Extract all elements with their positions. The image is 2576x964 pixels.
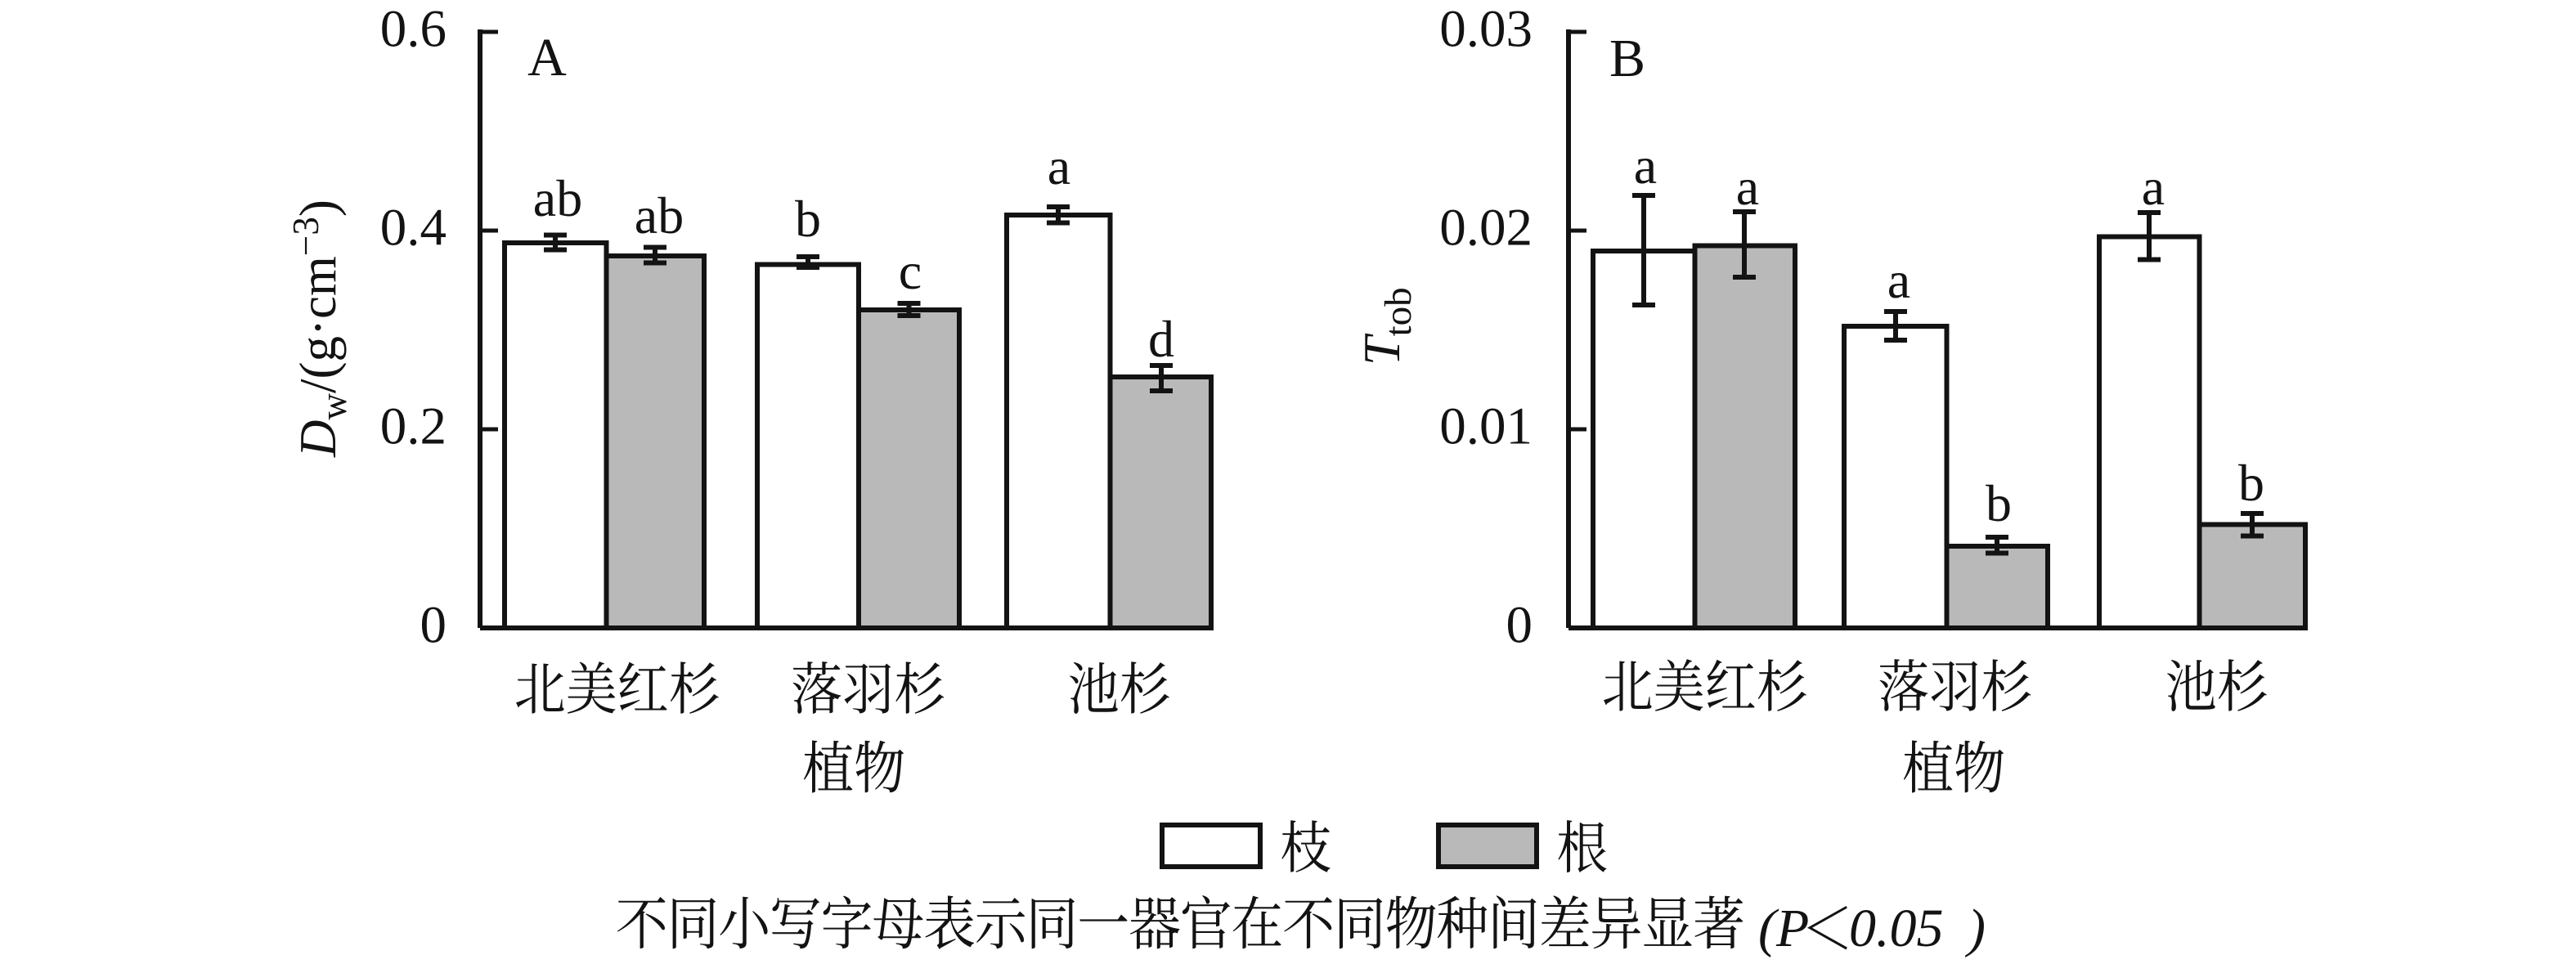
svg-text:d: d bbox=[1148, 310, 1174, 368]
svg-text:b: b bbox=[795, 190, 821, 248]
svg-text:ab: ab bbox=[533, 169, 582, 227]
svg-text:B: B bbox=[1609, 29, 1645, 88]
svg-text:b: b bbox=[2238, 454, 2264, 512]
svg-text:a: a bbox=[1634, 137, 1657, 195]
svg-text:0.03: 0.03 bbox=[1439, 0, 1533, 59]
svg-text:c: c bbox=[899, 242, 922, 300]
svg-text:a: a bbox=[1048, 137, 1070, 195]
svg-text:Dw/(g·cm−3): Dw/(g·cm−3) bbox=[285, 200, 354, 458]
svg-text:0.6: 0.6 bbox=[380, 0, 447, 59]
svg-text:0: 0 bbox=[420, 596, 447, 655]
svg-text:A: A bbox=[527, 28, 567, 87]
svg-text:0.02: 0.02 bbox=[1439, 199, 1533, 258]
svg-text:b: b bbox=[1986, 474, 2012, 532]
svg-text:0.4: 0.4 bbox=[380, 199, 447, 258]
svg-text:0: 0 bbox=[1506, 596, 1533, 655]
svg-text:0.05: 0.05 bbox=[1849, 899, 1944, 958]
svg-text:0.2: 0.2 bbox=[380, 397, 447, 456]
svg-text:a: a bbox=[1736, 158, 1759, 216]
svg-text:ab: ab bbox=[635, 186, 684, 244]
svg-text:Ttob: Ttob bbox=[1353, 287, 1420, 365]
svg-text:(P: (P bbox=[1758, 899, 1809, 958]
svg-text:a: a bbox=[1887, 251, 1910, 309]
svg-text:a: a bbox=[2142, 158, 2165, 216]
svg-text:0.01: 0.01 bbox=[1439, 397, 1533, 456]
svg-text:): ) bbox=[1964, 899, 1986, 958]
